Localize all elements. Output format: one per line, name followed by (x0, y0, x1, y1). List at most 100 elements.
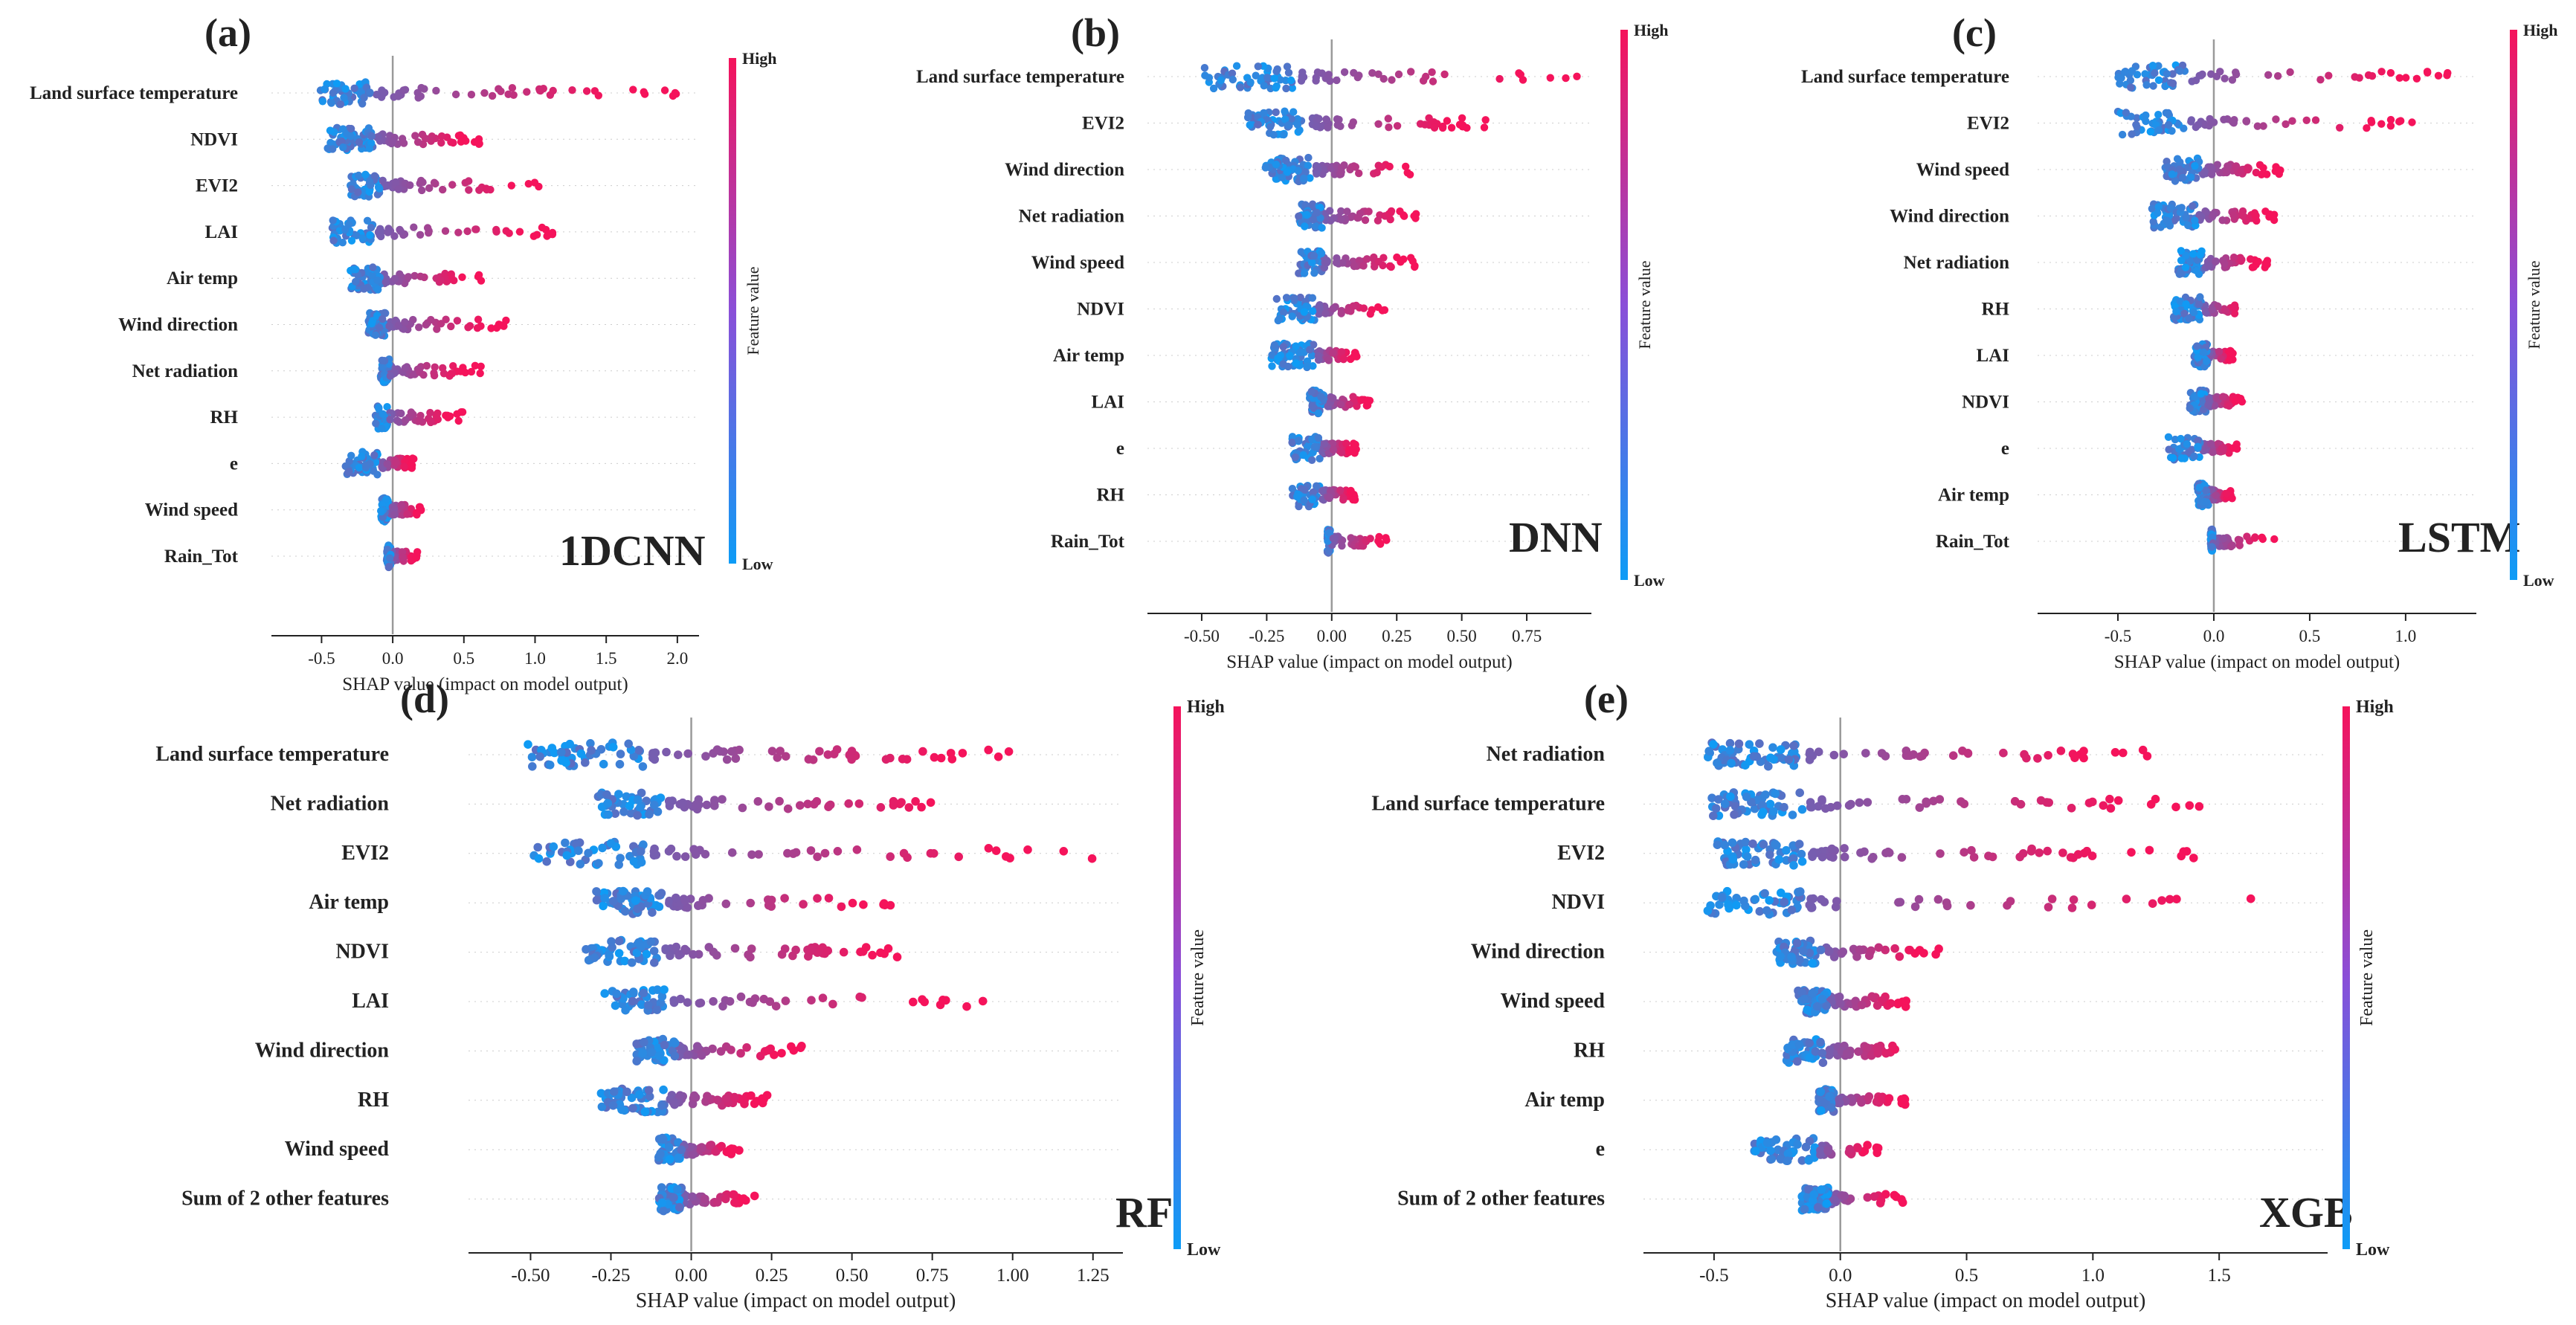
shap-point (1816, 1087, 1825, 1097)
shap-point (1322, 115, 1330, 123)
shap-point (1910, 902, 1920, 912)
shap-point (1300, 496, 1308, 504)
shap-point (1780, 802, 1788, 812)
feature-label: e (1596, 1138, 1605, 1161)
shap-point (2217, 355, 2225, 363)
shap-point (1832, 897, 1841, 906)
shap-point (773, 753, 782, 762)
shap-point (454, 416, 463, 425)
shap-point (1855, 798, 1864, 807)
shap-point (378, 86, 386, 94)
shap-point (439, 185, 447, 194)
shap-point (2243, 532, 2251, 541)
shap-point (736, 1048, 745, 1058)
x-tick-label: 0.75 (1512, 627, 1542, 645)
shap-point (1814, 747, 1823, 756)
shap-point (1329, 445, 1338, 454)
x-tick-label: 0.0 (382, 649, 404, 668)
shap-point (321, 85, 329, 94)
shap-point (1307, 258, 1316, 266)
shap-point (1252, 71, 1260, 80)
shap-point (415, 323, 423, 332)
shap-point (1282, 294, 1291, 302)
shap-point (2121, 68, 2129, 77)
shap-point (1771, 839, 1780, 848)
shap-point (2172, 307, 2180, 316)
shap-point (2196, 251, 2204, 259)
shap-point (1835, 1098, 1844, 1108)
feature-label: LAI (205, 222, 238, 242)
shap-point (508, 84, 517, 92)
shap-point (2216, 68, 2224, 76)
shap-point (1836, 999, 1845, 1008)
shap-point (689, 950, 698, 959)
shap-point (824, 894, 834, 903)
shap-point (2386, 68, 2395, 77)
shap-point (958, 749, 967, 758)
shap-point (2195, 802, 2204, 811)
shap-point (2412, 74, 2421, 83)
shap-point (367, 132, 376, 141)
model-name: DNN (1509, 513, 1603, 561)
x-tick-label: -0.5 (2105, 627, 2131, 645)
shap-point (637, 942, 646, 952)
feature-label: Wind direction (255, 1039, 390, 1062)
shap-point (441, 227, 450, 235)
colorbar-high-label: High (742, 49, 776, 68)
feature-label: EVI2 (341, 842, 389, 865)
shap-point (694, 795, 703, 805)
shap-point (415, 503, 424, 511)
colorbar-title: Feature value (2525, 260, 2543, 349)
feature-label: e (230, 454, 238, 474)
shap-point (2250, 262, 2258, 271)
shap-point (2203, 498, 2211, 506)
shap-point (1809, 894, 1818, 903)
shap-point (437, 320, 445, 328)
shap-point (2286, 68, 2294, 77)
shap-point (1394, 70, 1403, 79)
shap-point (897, 798, 906, 807)
shap-point (1351, 440, 1359, 449)
shap-point (2035, 848, 2044, 857)
shap-point (1270, 341, 1279, 349)
shap-point (1336, 400, 1345, 409)
shap-point (1863, 1193, 1873, 1202)
shap-point (1374, 120, 1382, 128)
shap-point (1430, 123, 1439, 132)
shap-point (649, 851, 659, 860)
shap-point (1281, 107, 1289, 115)
shap-point (379, 363, 387, 371)
shap-point (1246, 120, 1254, 129)
shap-point (1825, 947, 1834, 955)
shap-point (1936, 849, 1945, 858)
shap-point (938, 996, 947, 1005)
shap-point (1332, 259, 1341, 267)
x-axis-label: SHAP value (impact on model output) (1226, 652, 1512, 672)
shap-point (2138, 745, 2148, 755)
shap-point (1313, 208, 1321, 217)
shap-point (2067, 804, 2076, 813)
shap-point (361, 170, 370, 178)
shap-point (713, 1198, 722, 1207)
shap-point (2044, 751, 2052, 760)
shap-point (447, 322, 455, 331)
shap-point (1817, 1185, 1826, 1194)
shap-point (1966, 900, 1975, 910)
shap-point (2148, 62, 2157, 70)
shap-point (1898, 795, 1907, 804)
shap-point (1816, 1146, 1825, 1155)
shap-point (1284, 68, 1293, 77)
shap-point (1863, 1141, 1872, 1150)
shap-point (978, 996, 988, 1006)
shap-point (365, 187, 373, 196)
shap-point (1751, 894, 1760, 904)
shap-point (837, 902, 846, 912)
feature-label: Net radiation (132, 361, 238, 381)
shap-point (1059, 847, 1069, 856)
shap-point (1827, 844, 1837, 854)
shap-point (1835, 992, 1844, 1002)
shap-point (402, 416, 410, 425)
shap-point (355, 80, 364, 88)
shap-point (1284, 362, 1292, 371)
